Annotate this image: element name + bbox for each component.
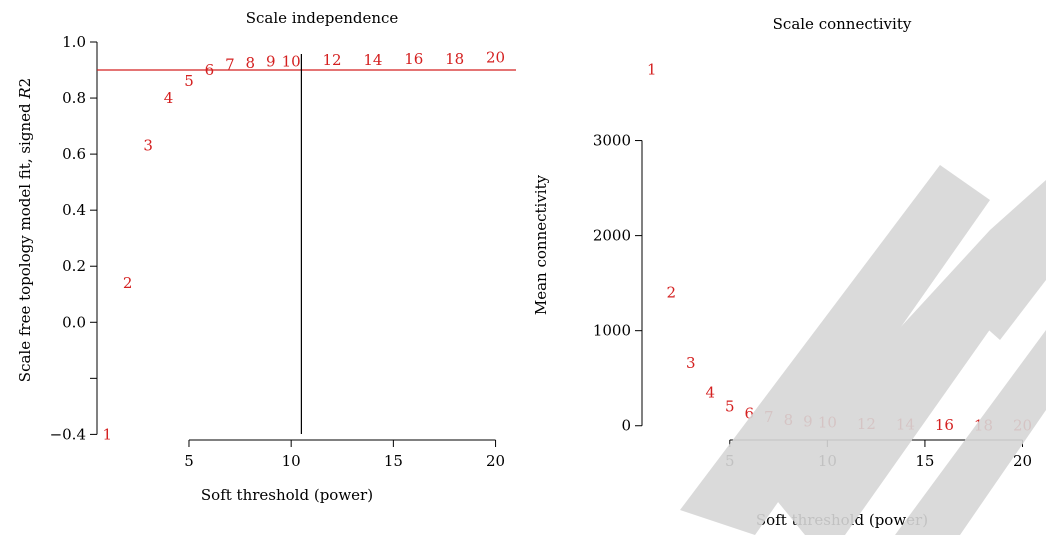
watermark-overlay [680, 165, 1046, 535]
point-label: 6 [205, 61, 215, 79]
y-tick-label: 3000 [593, 132, 631, 150]
point-label: 2 [666, 284, 676, 302]
y-tick-label: 0.4 [62, 201, 86, 219]
y-axis-label: Scale free topology model fit, signed R2 [16, 78, 34, 382]
y-tick-label: 0.8 [62, 89, 86, 107]
x-tick-label: 15 [384, 452, 403, 470]
y-axis-label: Mean connectivity [532, 174, 550, 315]
y-tick-label: 1.0 [62, 33, 86, 51]
y-tick-label: −0.4 [50, 425, 86, 443]
point-label: 10 [282, 53, 301, 71]
watermark-stroke [680, 165, 990, 535]
point-label: 12 [323, 51, 342, 69]
x-tick-label: 5 [184, 452, 194, 470]
x-tick-label: 10 [282, 452, 301, 470]
point-label: 4 [706, 383, 716, 401]
point-label: 2 [123, 274, 133, 292]
y-tick-label: 0 [621, 417, 631, 435]
y-axis-label-italic: R [16, 87, 34, 99]
point-label: 3 [686, 354, 696, 372]
point-label: 9 [266, 53, 276, 71]
point-label: 4 [164, 89, 174, 107]
axes: 5 10 15 20−0.40.00.20.40.60.81.0 [50, 33, 516, 470]
x-axis-label: Soft threshold (power) [201, 486, 373, 504]
chart-title: Scale independence [246, 9, 399, 27]
point-label: 6 [745, 404, 755, 422]
point-label: 7 [225, 55, 235, 73]
point-label: 14 [363, 51, 382, 69]
y-tick-label: 0.2 [62, 257, 86, 275]
point-label: 1 [647, 60, 657, 78]
x-tick-label: 20 [486, 452, 505, 470]
y-tick-label: 1000 [593, 322, 631, 340]
y-tick-label: 2000 [593, 227, 631, 245]
watermark-stroke [955, 210, 1046, 340]
point-label: 8 [246, 54, 256, 72]
y-axis-label-main: Scale free topology model fit, signed [16, 99, 34, 383]
y-axis-label-superscript: 2 [16, 78, 34, 88]
x-tick-label: 20 [1013, 452, 1032, 470]
watermark-stroke [895, 330, 1046, 535]
y-tick-label: 0.0 [62, 313, 86, 331]
point-label: 1 [102, 425, 112, 443]
point-label: 16 [935, 416, 954, 434]
scale-independence-panel: Scale independence 5 10 15 20−0.40.00.20.40… [16, 9, 516, 504]
point-label: 20 [486, 48, 505, 66]
point-label: 5 [184, 72, 194, 90]
watermark-stroke [760, 180, 1046, 535]
point-label: 18 [445, 50, 464, 68]
point-label: 16 [404, 50, 423, 68]
x-tick-label: 15 [915, 452, 934, 470]
point-label: 5 [725, 398, 735, 416]
point-label: 3 [143, 137, 153, 155]
y-tick-label: 0.6 [62, 145, 86, 163]
chart-title: Scale connectivity [773, 15, 912, 33]
